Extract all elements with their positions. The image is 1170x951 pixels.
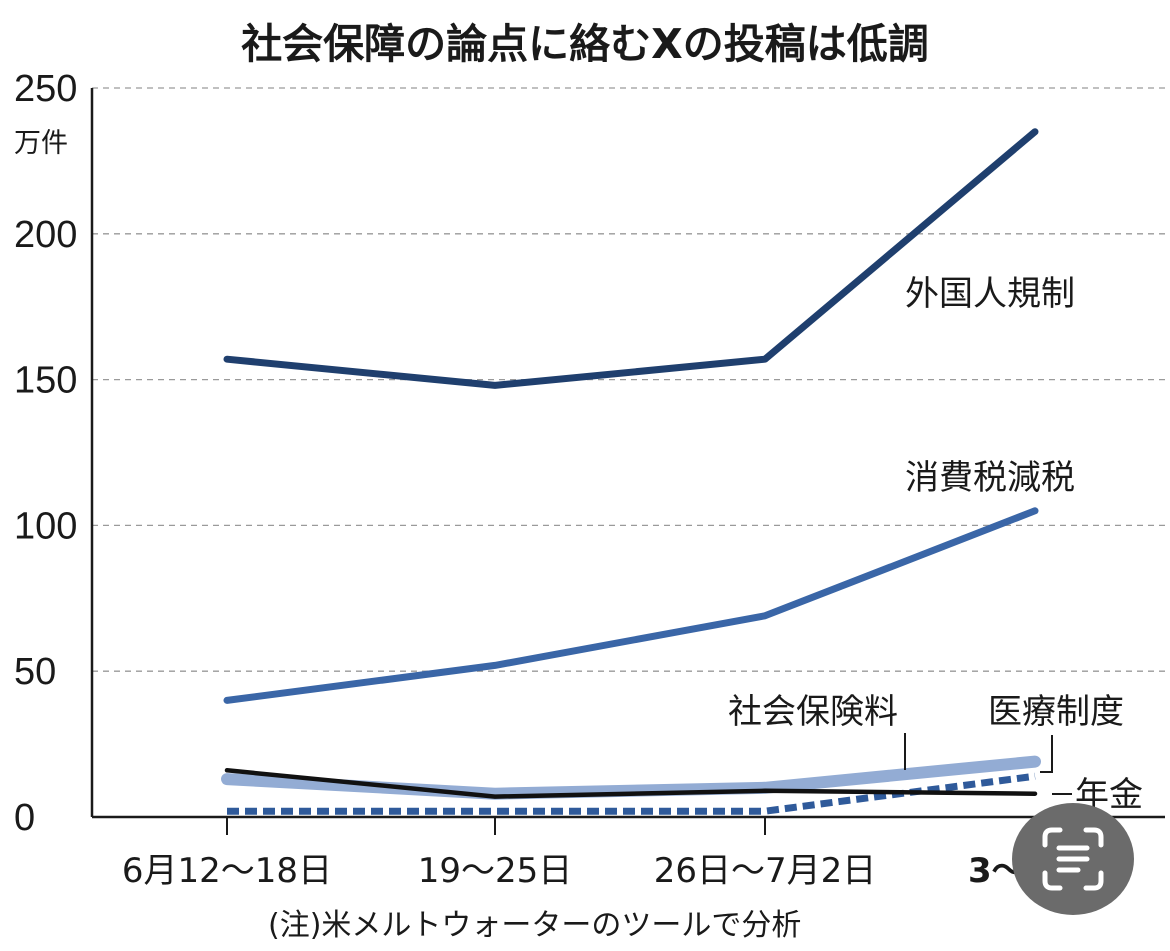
- gridlines: [92, 87, 1165, 672]
- series-line-2: [221, 755, 1041, 800]
- footnote: (注)米メルトウォーターのツールで分析: [268, 908, 801, 943]
- series-label-medical: 医療制度: [988, 692, 1124, 732]
- y-axis-ticks: 0 50 100 150 200 250: [14, 68, 77, 839]
- scan-text-icon: [1042, 827, 1104, 891]
- series-label-tax: 消費税減税: [905, 458, 1075, 498]
- y-tick-label: 200: [14, 214, 77, 256]
- x-tick-label: 26日〜7月2日: [654, 851, 877, 891]
- y-axis-unit: 万件: [14, 128, 68, 159]
- series-label-foreign: 外国人規制: [905, 274, 1075, 314]
- series-lines: [221, 128, 1041, 815]
- chart-title: 社会保障の論点に絡むXの投稿は低調: [241, 20, 929, 68]
- y-tick-label: 0: [14, 797, 35, 839]
- x-axis-ticks: 6月12〜18日 19〜25日 26日〜7月2日 3〜: [122, 817, 1036, 891]
- medical-leader-line: [1040, 735, 1053, 773]
- y-tick-label: 250: [14, 68, 77, 110]
- y-tick-label: 100: [14, 505, 77, 547]
- series-line-0: [223, 128, 1039, 389]
- x-tick-label: 19〜25日: [418, 851, 573, 891]
- x-tick-label: 6月12〜18日: [122, 851, 332, 891]
- y-tick-label: 150: [14, 360, 77, 402]
- series-line-4: [224, 768, 1038, 799]
- series-label-premium: 社会保険料: [728, 692, 898, 732]
- series-line-1: [223, 507, 1039, 704]
- y-tick-label: 50: [14, 651, 56, 693]
- image-search-lens-button[interactable]: [1012, 803, 1134, 915]
